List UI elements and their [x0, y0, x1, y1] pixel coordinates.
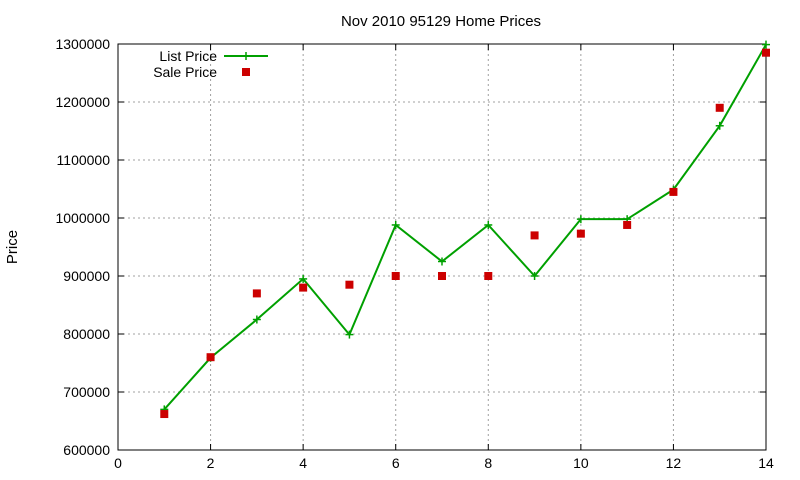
series-line [163, 44, 767, 411]
y-tick-label: 600000 [63, 442, 110, 458]
data-point [391, 272, 400, 280]
data-point [576, 215, 585, 224]
series-layer [160, 40, 770, 419]
x-tick-label: 10 [573, 455, 589, 471]
series-sale-price [160, 48, 770, 419]
data-point [438, 272, 446, 280]
x-tick-label: 8 [484, 455, 492, 471]
axis-ticks: 0 2 4 6 8 10 12 14 600000 700000 800000 900000 10000… [55, 36, 774, 471]
data-point [391, 220, 400, 229]
data-point [345, 280, 354, 289]
x-tick-label: 14 [758, 455, 774, 471]
data-point [299, 274, 308, 283]
plot-frame [117, 43, 767, 451]
legend-swatch-mark [242, 52, 250, 60]
x-tick-label: 12 [666, 455, 682, 471]
y-axis-label: Price [4, 230, 21, 264]
data-point [715, 103, 724, 112]
x-tick-label: 0 [114, 455, 122, 471]
data-point [299, 283, 308, 292]
y-tick-label: 1300000 [55, 36, 110, 52]
chart-title: Nov 2010 95129 Home Prices [341, 13, 541, 30]
legend-entry: List Price [159, 48, 268, 64]
data-point [252, 289, 261, 298]
data-point [530, 272, 539, 280]
gridlines [118, 44, 766, 450]
data-point [206, 353, 215, 362]
data-point [762, 48, 770, 57]
data-point [623, 220, 632, 229]
y-tick-label: 1200000 [55, 94, 110, 110]
x-tick-label: 6 [392, 455, 400, 471]
y-tick-label: 700000 [63, 384, 110, 400]
data-point [669, 187, 678, 196]
data-point [438, 257, 446, 266]
y-tick-label: 900000 [63, 268, 110, 284]
series-list-price [160, 40, 770, 414]
legend-swatch-mark [242, 68, 250, 76]
data-point [484, 272, 493, 280]
y-tick-label: 1000000 [55, 210, 110, 226]
legend-label: List Price [159, 48, 217, 64]
y-tick-label: 800000 [63, 326, 110, 342]
legend-label: Sale Price [153, 64, 217, 80]
data-point [160, 410, 169, 419]
data-point [715, 121, 724, 130]
legend-entry: Sale Price [153, 64, 250, 80]
data-point [345, 330, 354, 339]
data-point [484, 220, 493, 229]
data-point [762, 40, 770, 49]
data-point [576, 229, 585, 238]
data-point [530, 231, 539, 240]
y-tick-label: 1100000 [57, 152, 111, 168]
data-point [252, 315, 261, 324]
x-tick-label: 4 [299, 455, 307, 471]
x-tick-label: 2 [207, 455, 215, 471]
